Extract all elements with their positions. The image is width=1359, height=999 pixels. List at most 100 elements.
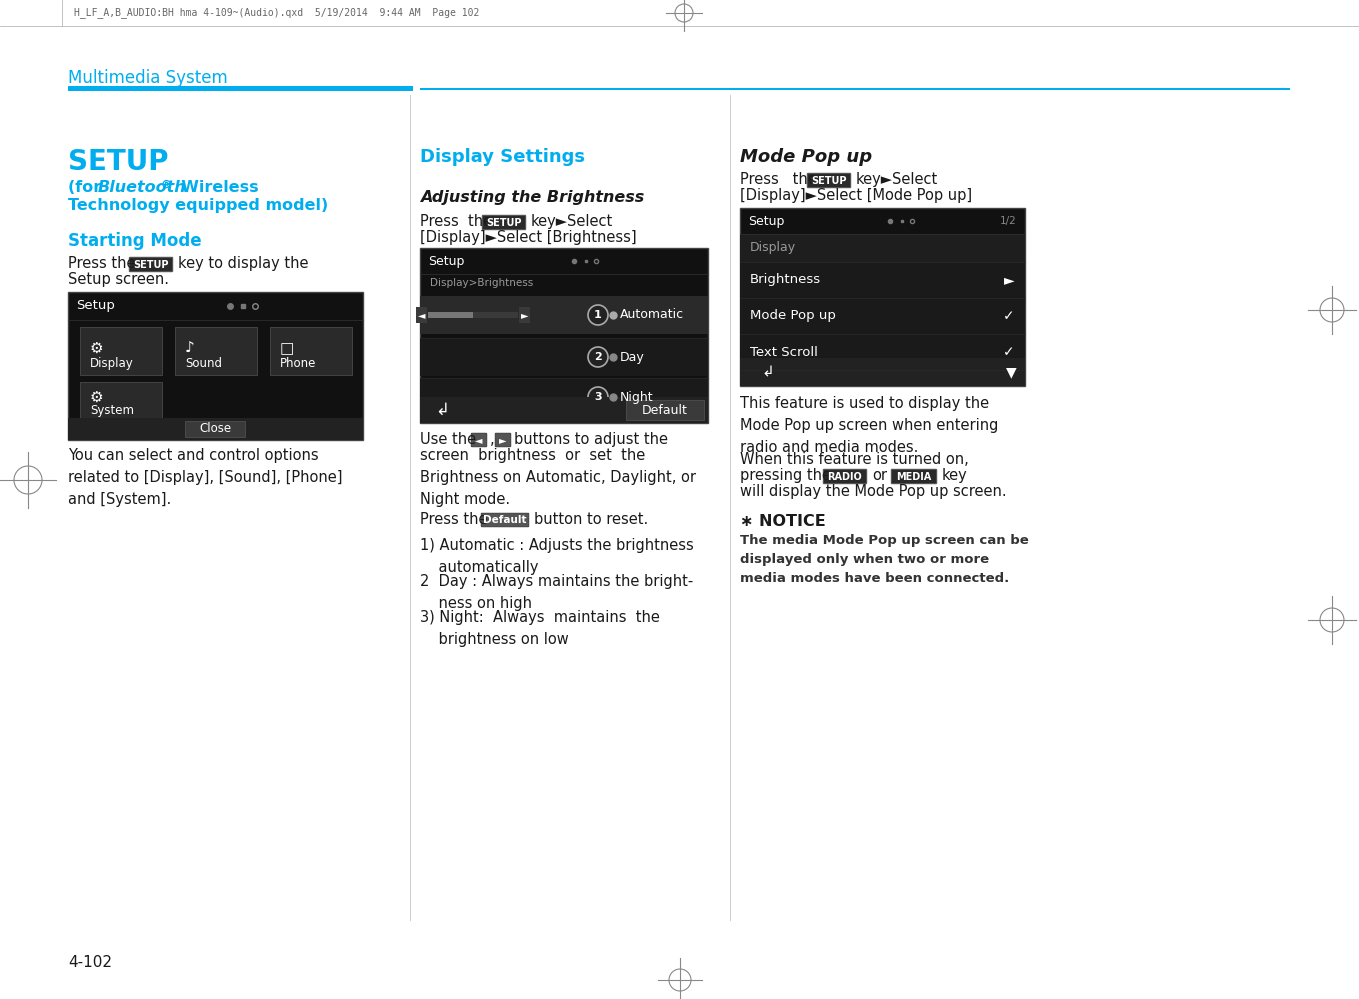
Bar [420,296,708,334]
Text: Default: Default [641,404,688,417]
Text: 4-102: 4-102 [68,955,111,970]
Bar [175,327,257,375]
Text: Display Settings: Display Settings [420,148,584,166]
Text: ↲: ↲ [761,365,775,380]
Text: ®: ® [160,180,173,190]
Text: SETUP: SETUP [68,148,169,176]
Text: SETUP: SETUP [487,218,522,228]
Text: key►Select: key►Select [856,172,938,187]
Text: [Display]►Select [Brightness]: [Display]►Select [Brightness] [420,230,636,245]
Text: 2: 2 [594,352,602,362]
Text: Press   the: Press the [741,172,817,187]
Text: Phone: Phone [280,357,317,370]
Text: Brightness: Brightness [750,274,821,287]
Bar [741,208,1025,386]
Text: □: □ [280,341,295,356]
Text: When this feature is turned on,: When this feature is turned on, [741,452,969,467]
Text: ►: ► [499,435,507,445]
Text: Text Scroll: Text Scroll [750,346,818,359]
Text: Display>Brightness: Display>Brightness [429,278,533,288]
Text: 1/2: 1/2 [1000,216,1017,226]
Text: 1: 1 [594,310,602,320]
Text: SETUP: SETUP [811,176,847,186]
Text: ✓: ✓ [1003,309,1015,323]
Text: ◄: ◄ [476,435,482,445]
Text: This feature is used to display the
Mode Pop up screen when entering
radio and m: This feature is used to display the Mode… [741,396,999,456]
Text: Mode Pop up: Mode Pop up [750,310,836,323]
Bar [741,298,1025,334]
Bar [420,88,1290,90]
Text: will display the Mode Pop up screen.: will display the Mode Pop up screen. [741,484,1007,499]
Text: Multimedia System: Multimedia System [68,69,228,87]
Text: Setup: Setup [76,299,116,312]
FancyBboxPatch shape [824,470,867,484]
Text: SETUP: SETUP [133,260,169,270]
Bar [626,400,704,420]
Text: ∗ NOTICE: ∗ NOTICE [741,514,826,529]
FancyBboxPatch shape [807,173,851,188]
Text: Setup: Setup [747,215,784,228]
Text: 1) Automatic : Adjusts the brightness
    automatically: 1) Automatic : Adjusts the brightness au… [420,538,693,575]
Bar [741,334,1025,370]
Text: Press the: Press the [420,512,488,527]
Text: pressing the: pressing the [741,468,830,483]
Text: Bluetooth: Bluetooth [98,180,186,195]
Text: Adjusting the Brightness: Adjusting the Brightness [420,190,644,205]
Text: Default: Default [484,515,527,525]
Text: Press  the: Press the [420,214,492,229]
Text: ↲: ↲ [435,401,448,419]
Text: Use the: Use the [420,432,476,447]
Text: ►: ► [520,310,529,320]
Bar [420,397,708,423]
Bar [519,307,530,323]
Text: Press the: Press the [68,256,136,271]
Bar [420,338,708,376]
Bar [741,234,1025,262]
Text: Technology equipped model): Technology equipped model) [68,198,329,213]
Text: screen  brightness  or  set  the
Brightness on Automatic, Daylight, or
Night mod: screen brightness or set the Brightness … [420,448,696,507]
Text: Automatic: Automatic [620,309,684,322]
Bar [420,248,708,423]
Bar [741,262,1025,298]
Text: or: or [872,468,887,483]
Text: buttons to adjust the: buttons to adjust the [514,432,669,447]
Text: H_LF_A,B_AUDIO:BH hma 4-109~(Audio).qxd  5/19/2014  9:44 AM  Page 102: H_LF_A,B_AUDIO:BH hma 4-109~(Audio).qxd … [73,8,480,18]
Text: MEDIA: MEDIA [897,472,932,482]
Text: The media Mode Pop up screen can be
displayed only when two or more
media modes : The media Mode Pop up screen can be disp… [741,534,1029,585]
Text: Display: Display [90,357,133,370]
Text: [Display]►Select [Mode Pop up]: [Display]►Select [Mode Pop up] [741,188,972,203]
FancyBboxPatch shape [481,513,529,526]
Bar [68,86,413,91]
Text: Display: Display [750,242,796,255]
Bar [185,421,245,437]
Bar [80,382,162,420]
FancyBboxPatch shape [482,215,526,230]
Text: Night: Night [620,391,654,404]
Bar [80,327,162,375]
Text: You can select and control options
related to [Display], [Sound], [Phone]
and [S: You can select and control options relat… [68,448,342,507]
Text: 3: 3 [594,392,602,402]
FancyBboxPatch shape [129,257,173,272]
Text: ◄: ◄ [417,310,425,320]
Bar [428,312,473,318]
Text: System: System [90,404,135,417]
Bar [68,292,363,440]
Text: ⚙: ⚙ [90,390,103,405]
Bar [420,378,708,416]
Text: ►: ► [1004,273,1015,287]
FancyBboxPatch shape [495,434,511,447]
Text: ♪: ♪ [185,341,194,356]
Text: 3) Night:  Always  maintains  the
    brightness on low: 3) Night: Always maintains the brightnes… [420,610,660,647]
Bar [416,307,427,323]
Text: ▼: ▼ [1007,365,1017,379]
Text: 2  Day : Always maintains the bright-
    ness on high: 2 Day : Always maintains the bright- nes… [420,574,693,611]
Bar [428,312,518,318]
Text: (for: (for [68,180,107,195]
Text: Close: Close [198,423,231,436]
Text: ✓: ✓ [1003,345,1015,359]
Text: Day: Day [620,351,644,364]
Text: Wireless: Wireless [170,180,258,195]
Text: Sound: Sound [185,357,222,370]
Text: ⚙: ⚙ [90,341,103,356]
Text: button to reset.: button to reset. [534,512,648,527]
